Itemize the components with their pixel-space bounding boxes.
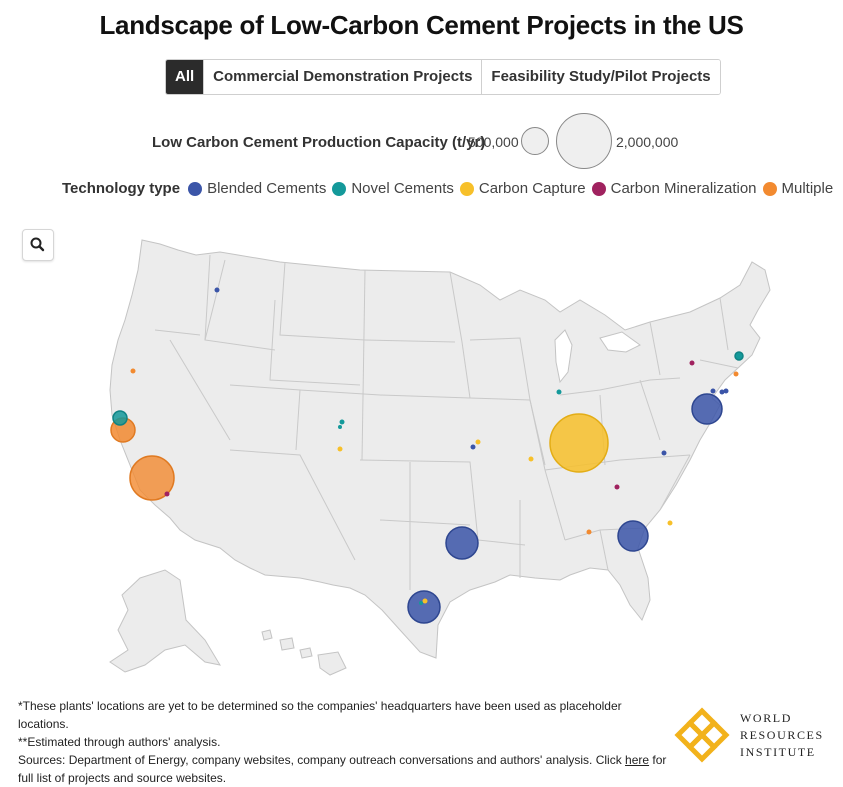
legend-item-blended-cements[interactable]: Blended Cements [188, 180, 326, 197]
logo-line: INSTITUTE [740, 745, 816, 759]
project-marker-blended[interactable] [691, 393, 723, 425]
alaska-shape [109, 569, 222, 673]
legend-item-carbon-capture[interactable]: Carbon Capture [459, 180, 586, 197]
logo-line: WORLD [740, 711, 792, 725]
footnote-placeholder-locations: *These plants' locations are yet to be d… [18, 699, 622, 731]
search-icon [30, 237, 45, 252]
size-legend-large-circle [556, 113, 612, 169]
footnote-sources-text: Sources: Department of Energy, company w… [18, 753, 626, 767]
wri-logo-mark-icon [674, 707, 730, 763]
great-lakes-shape [599, 331, 641, 353]
project-marker-mineralization[interactable] [614, 484, 620, 490]
legend-label: Novel Cements [351, 180, 454, 197]
project-marker-multiple[interactable] [733, 371, 739, 377]
legend-swatch [591, 181, 606, 196]
project-marker-blended[interactable] [719, 389, 725, 395]
project-marker-blended[interactable] [445, 526, 479, 560]
us-mainland-shape [109, 239, 771, 659]
wri-logo-text: WORLD RESOURCES INSTITUTE [740, 710, 824, 761]
project-marker-capture[interactable] [337, 446, 343, 452]
project-marker-multiple[interactable] [130, 368, 136, 374]
project-marker-capture[interactable] [475, 439, 481, 445]
tab-commercial-demonstration[interactable]: Commercial Demonstration Projects [203, 60, 482, 94]
footnote-sources: Sources: Department of Energy, company w… [18, 751, 668, 787]
project-marker-novel[interactable] [734, 351, 744, 361]
footnote-estimated: **Estimated through authors' analysis. [18, 735, 221, 749]
project-marker-blended[interactable] [407, 590, 441, 624]
project-marker-blended[interactable] [470, 444, 476, 450]
technology-legend: Technology type Blended Cements Novel Ce… [62, 180, 839, 197]
legend-item-novel-cements[interactable]: Novel Cements [332, 180, 454, 197]
project-marker-capture[interactable] [667, 520, 673, 526]
project-marker-novel[interactable] [339, 419, 345, 425]
project-marker-multiple[interactable] [129, 455, 175, 501]
project-marker-mineralization[interactable] [164, 491, 170, 497]
legend-label: Carbon Capture [478, 180, 586, 197]
hawaii-shape [261, 629, 347, 676]
legend-label: Multiple [781, 180, 834, 197]
footnotes: *These plants' locations are yet to be d… [18, 697, 668, 787]
project-filter-tabs: All Commercial Demonstration Projects Fe… [165, 59, 721, 95]
project-marker-blended[interactable] [214, 287, 220, 293]
project-marker-multiple[interactable] [586, 529, 592, 535]
project-marker-capture[interactable] [422, 598, 428, 604]
wri-logo: WORLD RESOURCES INSTITUTE [672, 705, 832, 765]
us-map[interactable] [0, 225, 843, 695]
size-legend-small-circle [521, 127, 549, 155]
sources-link[interactable]: here [625, 753, 650, 767]
project-marker-mineralization[interactable] [689, 360, 695, 366]
legend-swatch [332, 181, 347, 196]
project-marker-blended[interactable] [661, 450, 667, 456]
legend-label: Blended Cements [207, 180, 327, 197]
project-marker-novel[interactable] [112, 410, 128, 426]
page-title: Landscape of Low-Carbon Cement Projects … [99, 10, 744, 40]
size-legend-label: Low Carbon Cement Production Capacity (t… [152, 134, 486, 151]
legend-swatch [188, 181, 203, 196]
project-marker-novel[interactable] [338, 425, 342, 429]
legend-swatch [762, 181, 777, 196]
legend-swatch [459, 181, 474, 196]
project-marker-blended[interactable] [710, 388, 716, 394]
legend-label: Carbon Mineralization [610, 180, 757, 197]
logo-line: RESOURCES [740, 728, 824, 742]
project-marker-novel[interactable] [556, 389, 562, 395]
project-marker-blended[interactable] [723, 388, 729, 394]
size-legend: Low Carbon Cement Production Capacity (t… [0, 110, 843, 175]
size-legend-large-value: 2,000,000 [616, 134, 679, 150]
project-marker-novel[interactable] [419, 601, 423, 605]
tab-feasibility-pilot[interactable]: Feasibility Study/Pilot Projects [481, 60, 720, 94]
size-legend-small-value: 500,000 [468, 134, 519, 150]
legend-item-multiple[interactable]: Multiple [762, 180, 834, 197]
technology-legend-title: Technology type [62, 180, 181, 197]
legend-item-carbon-mineralization[interactable]: Carbon Mineralization [591, 180, 757, 197]
project-markers [110, 287, 744, 624]
map-search-button[interactable] [22, 229, 54, 261]
footnote-sources-suffix: for full list of projects and source web… [18, 753, 667, 785]
great-lakes-shape [554, 329, 573, 384]
tab-all[interactable]: All [166, 60, 204, 94]
project-marker-capture[interactable] [528, 456, 534, 462]
project-marker-capture[interactable] [549, 413, 609, 473]
project-marker-blended[interactable] [617, 520, 649, 552]
